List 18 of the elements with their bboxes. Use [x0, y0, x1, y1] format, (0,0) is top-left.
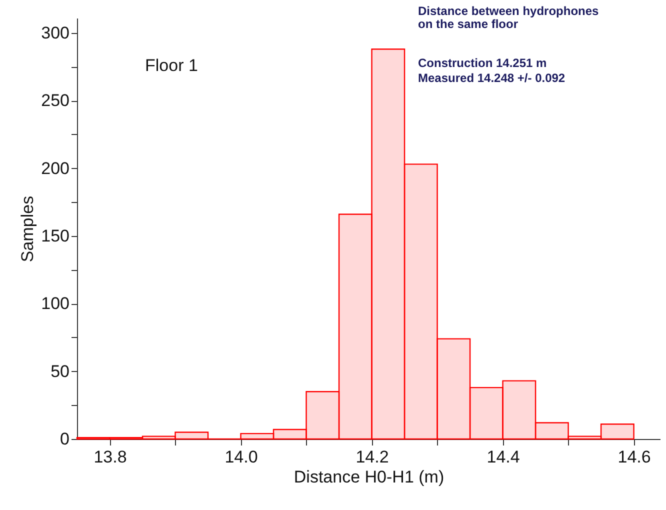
y-tick-label: 0 — [60, 430, 70, 448]
y-tick-label: 150 — [41, 226, 70, 246]
y-tick-label: 250 — [41, 91, 70, 110]
annotation: Distance between hydrophones on the same floor — [418, 4, 600, 31]
x-axis-title: Distance H0-H1 (m) — [294, 468, 444, 486]
annotation: Floor 1 — [145, 56, 198, 75]
y-tick-label: 300 — [41, 23, 70, 42]
x-tick-label: 14.4 — [486, 448, 520, 466]
x-tick-label: 14.6 — [618, 448, 651, 466]
y-tick-label: 100 — [41, 294, 70, 314]
annotation: Construction 14.251 m — [418, 56, 547, 70]
x-tick-label: 13.8 — [94, 448, 127, 466]
x-tick-label: 14.2 — [356, 448, 389, 466]
y-tick-label: 200 — [41, 158, 70, 178]
annotation: Measured 14.248 +/- 0.092 — [418, 71, 566, 85]
x-tick-label: 14.0 — [224, 448, 258, 466]
y-tick-label: 50 — [50, 362, 70, 381]
y-axis-title: Samples — [18, 196, 38, 262]
